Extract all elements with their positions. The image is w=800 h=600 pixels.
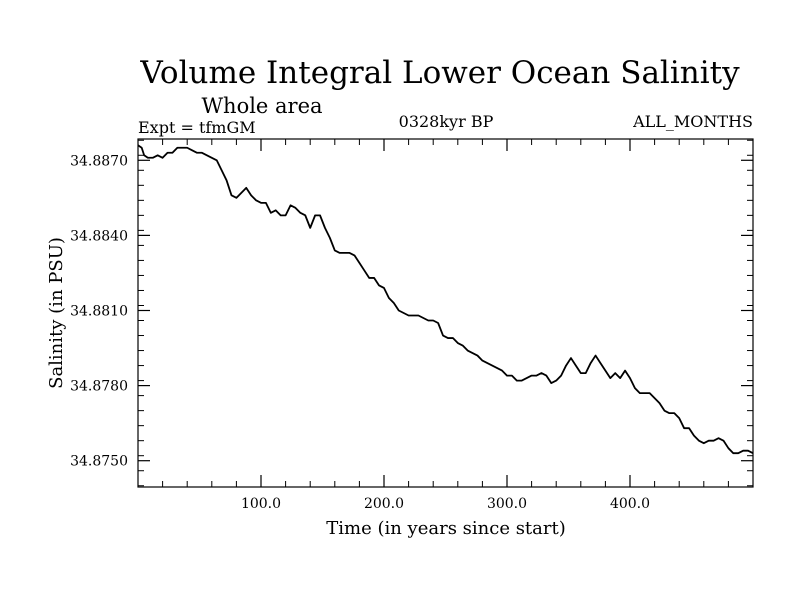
- months-label: ALL_MONTHS: [632, 112, 753, 131]
- y-tick-label: 34.8750: [70, 454, 128, 470]
- chart-subtitle: Whole area: [201, 94, 322, 118]
- y-tick-label: 34.8780: [70, 379, 128, 395]
- x-tick-label: 100.0: [241, 496, 281, 512]
- y-tick-label: 34.8870: [70, 153, 128, 169]
- plot-area: 100.0 200.0 300.0 400.0 34.8750 34.8780 34.881…: [70, 139, 754, 512]
- chart-title: Volume Integral Lower Ocean Salinity: [139, 55, 740, 91]
- period-label: 0328kyr BP: [399, 112, 494, 131]
- x-tick-label: 400.0: [610, 496, 650, 512]
- y-axis-label: Salinity (in PSU): [46, 237, 67, 389]
- y-tick-label: 34.8840: [70, 228, 128, 244]
- x-tick-label: 300.0: [487, 496, 527, 512]
- y-tick-label: 34.8810: [70, 303, 128, 319]
- plot-frame: [137, 138, 754, 488]
- x-tick-label: 200.0: [364, 496, 404, 512]
- experiment-label: Expt = tfmGM: [138, 118, 256, 137]
- salinity-series-line: [137, 144, 754, 455]
- x-axis-label: Time (in years since start): [326, 518, 566, 539]
